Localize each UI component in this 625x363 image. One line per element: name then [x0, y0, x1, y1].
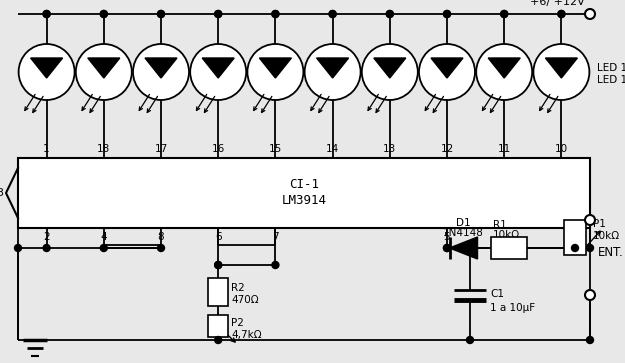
- Circle shape: [158, 11, 164, 17]
- Polygon shape: [374, 58, 406, 78]
- Polygon shape: [317, 58, 349, 78]
- Circle shape: [558, 11, 565, 17]
- Text: 13: 13: [383, 144, 396, 154]
- Text: 18: 18: [97, 144, 111, 154]
- Text: 470Ω: 470Ω: [231, 295, 259, 305]
- Bar: [564, 220, 586, 255]
- Circle shape: [14, 245, 21, 252]
- Text: 1 a 10μF: 1 a 10μF: [490, 303, 535, 313]
- Polygon shape: [202, 58, 234, 78]
- Circle shape: [586, 337, 594, 343]
- Text: 12: 12: [441, 144, 454, 154]
- Circle shape: [571, 245, 579, 252]
- Text: 10kΩ: 10kΩ: [492, 230, 519, 240]
- Bar: [208, 315, 228, 337]
- Text: LED 1 a: LED 1 a: [597, 63, 625, 73]
- Circle shape: [329, 11, 336, 17]
- Text: 17: 17: [154, 144, 168, 154]
- Text: CI-1: CI-1: [289, 179, 319, 192]
- Text: 11: 11: [498, 144, 511, 154]
- Circle shape: [476, 44, 532, 100]
- Circle shape: [248, 44, 303, 100]
- Circle shape: [386, 11, 393, 17]
- Text: C1: C1: [490, 289, 504, 299]
- Text: 10: 10: [555, 144, 568, 154]
- Polygon shape: [488, 58, 520, 78]
- Polygon shape: [431, 58, 463, 78]
- Text: 2: 2: [43, 232, 50, 242]
- Circle shape: [100, 11, 107, 17]
- Text: LED 10: LED 10: [597, 75, 625, 85]
- Text: R2: R2: [231, 283, 245, 293]
- Text: 16: 16: [212, 144, 225, 154]
- Bar: [208, 278, 228, 306]
- Text: 1: 1: [43, 144, 50, 154]
- Circle shape: [272, 11, 279, 17]
- Circle shape: [444, 245, 451, 252]
- Bar: [491, 237, 526, 259]
- Circle shape: [158, 11, 164, 17]
- Text: P2: P2: [231, 318, 244, 328]
- Circle shape: [43, 245, 50, 252]
- Circle shape: [558, 11, 565, 17]
- Circle shape: [585, 215, 595, 225]
- Text: 15: 15: [269, 144, 282, 154]
- Text: 4,7kΩ: 4,7kΩ: [231, 330, 262, 340]
- Circle shape: [43, 11, 50, 17]
- Text: 10kΩ: 10kΩ: [593, 231, 620, 241]
- Circle shape: [190, 44, 246, 100]
- Text: 6: 6: [215, 232, 221, 242]
- Text: 8: 8: [158, 232, 164, 242]
- Circle shape: [43, 11, 50, 17]
- Circle shape: [272, 11, 279, 17]
- Circle shape: [329, 11, 336, 17]
- Circle shape: [304, 44, 361, 100]
- Polygon shape: [449, 237, 478, 259]
- Circle shape: [444, 245, 451, 252]
- Circle shape: [215, 261, 222, 269]
- Polygon shape: [88, 58, 120, 78]
- Text: 3: 3: [0, 188, 3, 198]
- Text: 5: 5: [444, 232, 450, 242]
- Text: P1: P1: [593, 219, 606, 229]
- Circle shape: [585, 290, 595, 300]
- Circle shape: [158, 245, 164, 252]
- Text: +6/ +12V: +6/ +12V: [530, 0, 585, 7]
- Text: LM3914: LM3914: [281, 195, 326, 208]
- Circle shape: [100, 245, 107, 252]
- Circle shape: [419, 44, 475, 100]
- Polygon shape: [31, 58, 62, 78]
- Circle shape: [215, 11, 222, 17]
- Circle shape: [466, 337, 474, 343]
- Text: 1N4148: 1N4148: [443, 228, 484, 238]
- Circle shape: [444, 11, 451, 17]
- Circle shape: [272, 261, 279, 269]
- Circle shape: [586, 245, 594, 252]
- Polygon shape: [145, 58, 177, 78]
- Text: 4: 4: [101, 232, 107, 242]
- Circle shape: [215, 11, 222, 17]
- Circle shape: [501, 11, 508, 17]
- Circle shape: [444, 11, 451, 17]
- Text: R1: R1: [492, 220, 506, 230]
- Circle shape: [585, 9, 595, 19]
- Polygon shape: [546, 58, 578, 78]
- Circle shape: [19, 44, 74, 100]
- Bar: [18, 158, 590, 228]
- Text: 14: 14: [326, 144, 339, 154]
- Text: 7: 7: [272, 232, 279, 242]
- Text: D1: D1: [456, 218, 471, 228]
- Circle shape: [100, 11, 107, 17]
- Circle shape: [76, 44, 132, 100]
- Circle shape: [501, 11, 508, 17]
- Circle shape: [362, 44, 418, 100]
- Polygon shape: [259, 58, 291, 78]
- Text: ENT.: ENT.: [598, 246, 624, 259]
- Circle shape: [133, 44, 189, 100]
- Circle shape: [215, 261, 222, 269]
- Circle shape: [215, 337, 222, 343]
- Circle shape: [386, 11, 393, 17]
- Circle shape: [533, 44, 589, 100]
